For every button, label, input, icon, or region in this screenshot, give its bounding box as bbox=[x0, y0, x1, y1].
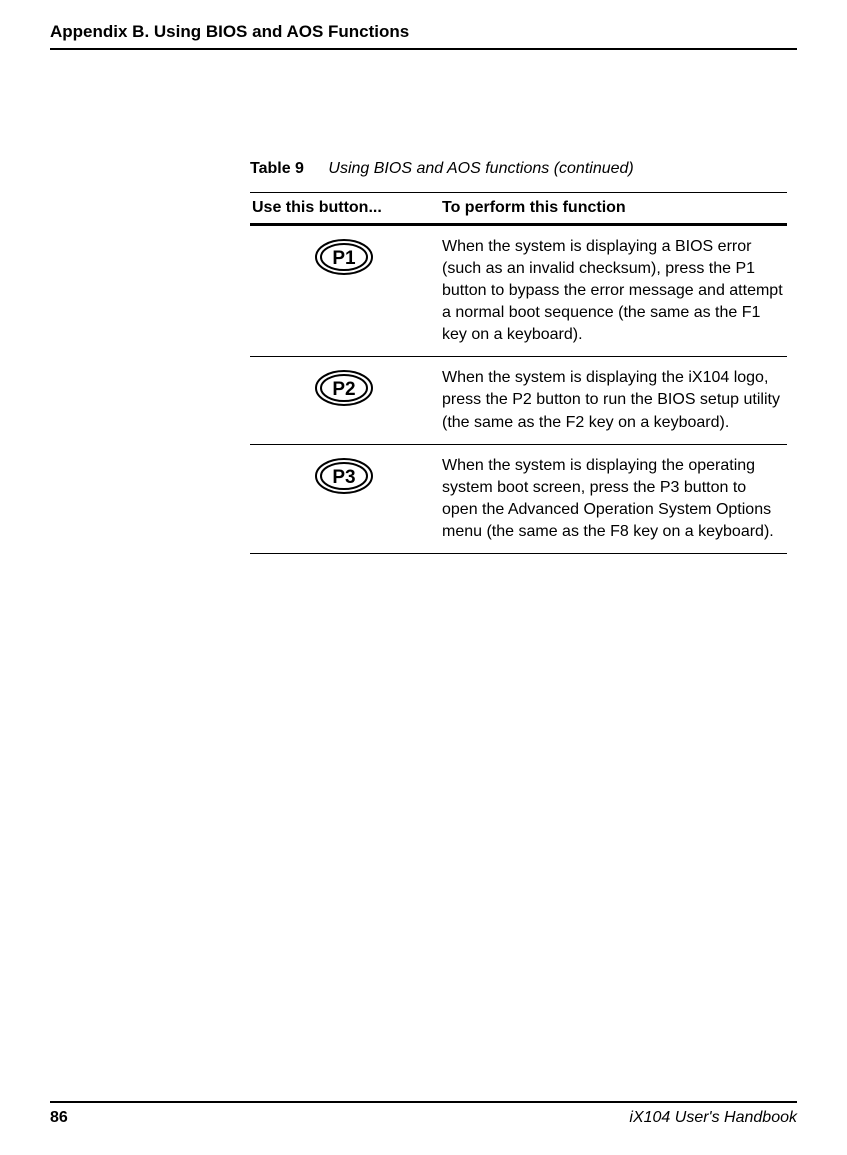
p1-button-icon: P1 bbox=[314, 238, 374, 283]
table-caption-text: Using BIOS and AOS functions (continued) bbox=[328, 160, 633, 177]
page-footer: 86 iX104 User's Handbook bbox=[50, 1101, 797, 1127]
description-cell-p1: When the system is displaying a BIOS err… bbox=[440, 225, 787, 357]
button-cell-p3: P3 bbox=[250, 444, 440, 553]
bios-functions-table: Use this button... To perform this funct… bbox=[250, 192, 787, 554]
svg-text:P2: P2 bbox=[332, 379, 355, 400]
description-cell-p3: When the system is displaying the operat… bbox=[440, 444, 787, 553]
col-header-button: Use this button... bbox=[250, 193, 440, 225]
table-row: P1 When the system is displaying a BIOS … bbox=[250, 225, 787, 357]
content-area: Table 9 Using BIOS and AOS functions (co… bbox=[0, 50, 847, 554]
footer-rule bbox=[50, 1101, 797, 1103]
p3-button-icon: P3 bbox=[314, 457, 374, 502]
appendix-title: Appendix B. Using BIOS and AOS Functions bbox=[50, 22, 797, 42]
p2-button-icon: P2 bbox=[314, 369, 374, 414]
page-number: 86 bbox=[50, 1109, 68, 1127]
svg-text:P1: P1 bbox=[332, 248, 356, 269]
svg-text:P3: P3 bbox=[332, 467, 355, 488]
table-row: P3 When the system is displaying the ope… bbox=[250, 444, 787, 553]
table-label: Table 9 bbox=[250, 160, 304, 177]
footer-row: 86 iX104 User's Handbook bbox=[50, 1109, 797, 1127]
handbook-title: iX104 User's Handbook bbox=[629, 1109, 797, 1127]
table-row: P2 When the system is displaying the iX1… bbox=[250, 357, 787, 444]
page-header: Appendix B. Using BIOS and AOS Functions bbox=[0, 0, 847, 42]
col-header-function: To perform this function bbox=[440, 193, 787, 225]
description-cell-p2: When the system is displaying the iX104 … bbox=[440, 357, 787, 444]
button-cell-p1: P1 bbox=[250, 225, 440, 357]
table-header-row: Use this button... To perform this funct… bbox=[250, 193, 787, 225]
table-caption: Table 9 Using BIOS and AOS functions (co… bbox=[250, 160, 787, 178]
button-cell-p2: P2 bbox=[250, 357, 440, 444]
